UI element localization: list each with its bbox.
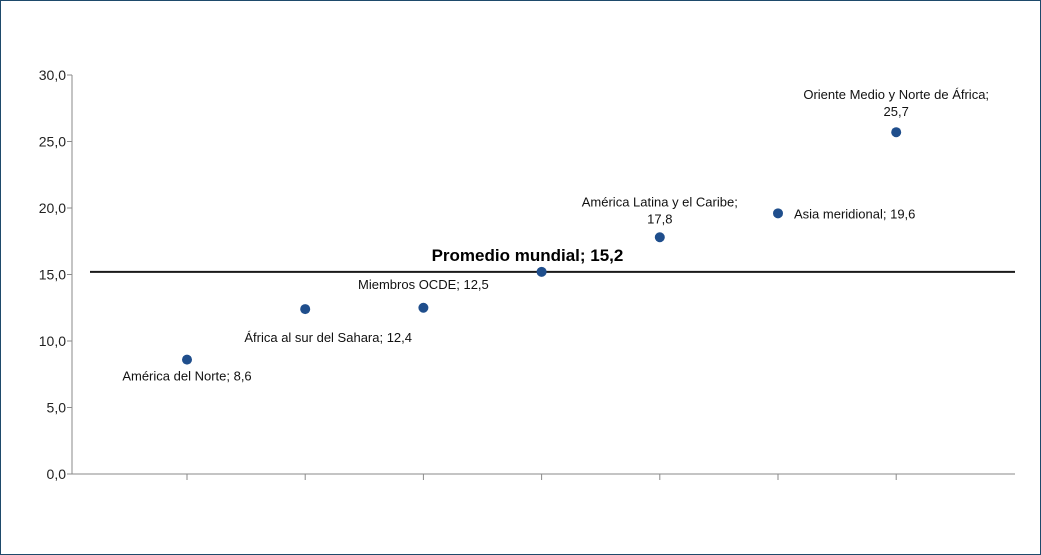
y-tick-label: 10,0 (39, 333, 66, 349)
data-label: Oriente Medio y Norte de África; (803, 87, 989, 102)
y-tick-label: 5,0 (47, 400, 67, 416)
y-tick-label: 25,0 (39, 134, 66, 150)
data-point (536, 266, 547, 277)
reference-line-label: Promedio mundial; 15,2 (432, 246, 624, 265)
data-point (418, 302, 429, 313)
data-point (773, 208, 783, 219)
data-label: América Latina y el Caribe; (582, 194, 738, 209)
data-label-value: 17,8 (647, 211, 672, 226)
data-label: Miembros OCDE; 12,5 (358, 277, 489, 292)
y-tick-label: 20,0 (39, 200, 66, 216)
y-tick-label: 30,0 (39, 67, 66, 83)
data-label-value: 25,7 (884, 104, 909, 119)
data-label: Asia meridional; 19,6 (794, 206, 915, 221)
data-point (654, 232, 665, 243)
data-label: América del Norte; 8,6 (122, 369, 251, 384)
y-tick-label: 15,0 (39, 267, 66, 283)
y-tick-label: 0,0 (47, 466, 67, 482)
data-point (891, 127, 902, 138)
data-point (300, 304, 311, 315)
data-point (182, 354, 192, 365)
data-label: África al sur del Sahara; 12,4 (244, 330, 412, 345)
